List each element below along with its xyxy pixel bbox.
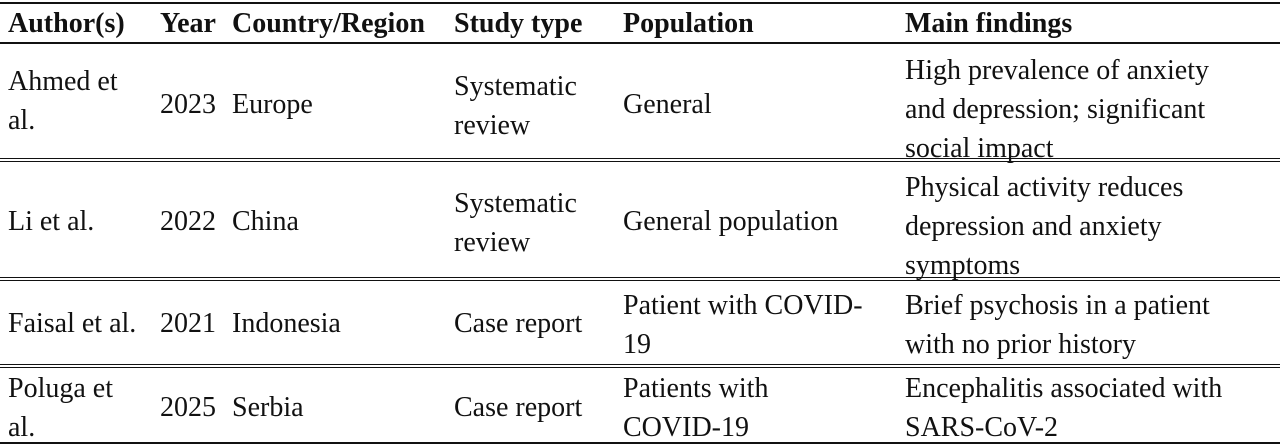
cell-line: General population [623,202,838,241]
cell-line: General [623,85,712,124]
cell-line: Li et al. [8,202,94,241]
cell-population: Patient with COVID- 19 [623,286,863,364]
cell-main-findings: Encephalitis associated with SARS-CoV-2 [905,369,1222,447]
cell-line: 19 [623,325,863,364]
cell-line: Ahmed et [8,62,118,101]
cell-line: Case report [454,388,582,427]
header-population: Population [623,4,754,43]
cell-country: China [232,202,299,241]
table-row: Ahmed et al. 2023 Europe Systematic revi… [0,44,1280,158]
cell-line: Poluga et [8,369,113,408]
cell-line: Encephalitis associated with [905,369,1222,408]
cell-population: General [623,85,712,124]
cell-study-type: Case report [454,388,582,427]
cell-population: General population [623,202,838,241]
cell-country: Indonesia [232,304,341,343]
cell-year: 2022 [160,202,216,241]
row-rule [0,367,1280,368]
cell-line: and depression; significant [905,90,1209,129]
table-header-row: Author(s) Year Country/Region Study type… [0,4,1280,42]
row-rule [0,161,1280,162]
row-rule [0,277,1280,278]
row-rule [0,158,1280,159]
cell-line: Case report [454,304,582,343]
cell-line: Systematic [454,184,577,223]
table-bottom-rule [0,442,1280,444]
cell-country: Europe [232,85,313,124]
header-author: Author(s) [8,4,125,43]
cell-year: 2021 [160,304,216,343]
cell-line: Faisal et al. [8,304,136,343]
cell-year: 2025 [160,388,216,427]
cell-line: Physical activity reduces [905,168,1183,207]
cell-main-findings: High prevalence of anxiety and depressio… [905,51,1209,168]
cell-line: with no prior history [905,325,1210,364]
cell-line: High prevalence of anxiety [905,51,1209,90]
cell-author: Faisal et al. [8,304,136,343]
cell-main-findings: Physical activity reduces depression and… [905,168,1183,285]
cell-line: review [454,223,577,262]
cell-year: 2023 [160,85,216,124]
cell-author: Poluga et al. [8,369,113,447]
table-row: Li et al. 2022 China Systematic review G… [0,163,1280,277]
table-row: Poluga et al. 2025 Serbia Case report Pa… [0,369,1280,442]
cell-study-type: Systematic review [454,184,577,262]
cell-line: Patients with [623,369,768,408]
cell-line: Patient with COVID- [623,286,863,325]
cell-line: depression and anxiety [905,207,1183,246]
row-rule [0,364,1280,365]
header-study-type: Study type [454,4,582,43]
cell-country: Serbia [232,388,304,427]
cell-author: Li et al. [8,202,94,241]
cell-line: Brief psychosis in a patient [905,286,1210,325]
cell-line: al. [8,101,118,140]
cell-study-type: Systematic review [454,67,577,145]
cell-line: review [454,106,577,145]
cell-author: Ahmed et al. [8,62,118,140]
header-main-findings: Main findings [905,4,1072,43]
cell-population: Patients with COVID-19 [623,369,768,447]
cell-line: Systematic [454,67,577,106]
row-rule [0,280,1280,281]
cell-study-type: Case report [454,304,582,343]
cell-main-findings: Brief psychosis in a patient with no pri… [905,286,1210,364]
header-year: Year [160,4,216,43]
table-row: Faisal et al. 2021 Indonesia Case report… [0,282,1280,364]
header-country: Country/Region [232,4,425,43]
